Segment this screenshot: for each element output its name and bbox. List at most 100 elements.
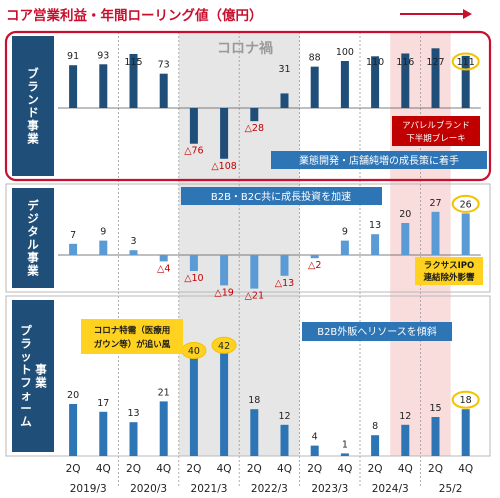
panel-title-char: 事 [27,118,39,132]
bar [69,243,78,255]
value-label: 12 [399,411,411,422]
bar [220,108,229,159]
panel-label-band [12,188,54,288]
value-label: 26 [460,199,472,210]
panel-title-char: ド [27,105,39,119]
bar [189,352,198,456]
x-tick-label: 4Q [217,463,232,475]
panel-title-char: ト [20,362,32,376]
bar [340,240,349,255]
bar [99,64,108,108]
value-label: 27 [429,198,441,209]
bar [431,417,440,456]
panel-title-char: ジ [27,211,39,225]
bar [310,255,319,259]
value-label: 88 [309,53,321,64]
platform-banner-box [302,322,452,341]
x-tick-label: 2Q [307,463,322,475]
highlight-ring [211,336,237,354]
x-year-label: 2024/3 [372,483,409,495]
value-label: △19 [214,287,233,298]
panel-title-char: 業 [26,263,39,277]
value-label: 12 [278,411,290,422]
bar [129,422,138,456]
bar [159,73,168,108]
x-tick-label: 4Q [277,463,292,475]
panel-label-band [12,300,54,452]
panel-title-char: フ [20,375,32,389]
platform-callout-box [81,319,183,354]
bar [220,346,229,456]
bar [159,255,168,262]
x-year-label: 2020/3 [130,483,167,495]
value-label: 18 [248,395,260,406]
value-label: 116 [396,57,414,68]
panel-title-char: 事 [35,362,47,376]
bar [431,211,440,255]
bars [69,48,470,456]
value-label: 3 [130,236,136,247]
value-label: 15 [429,403,441,414]
value-label: 8 [372,421,378,432]
brand-callout-line1: アパレルブランド [402,120,470,131]
bar [461,409,470,456]
digital-banner-box [181,187,382,205]
panel-title-char: ブ [27,66,39,80]
value-label: 93 [97,50,109,61]
bar [250,255,259,289]
x-tick-label: 4Q [96,463,111,475]
platform-callout-line1: コロナ特需（医療用 [94,325,171,336]
x-year-label: 25/2 [439,483,463,495]
x-year-label: 2023/3 [311,483,348,495]
value-label: △2 [308,260,321,271]
bar [280,424,289,456]
bar [129,250,138,255]
value-label: △13 [275,278,294,289]
value-label: 40 [188,346,200,357]
x-tick-label: 4Q [398,463,413,475]
bar [280,93,289,108]
bar [189,255,198,271]
bar [340,453,349,456]
x-tick-label: 4Q [458,463,473,475]
bar [401,223,410,255]
bar [69,65,78,108]
value-label: 13 [369,220,381,231]
value-label: 18 [460,395,472,406]
value-label: △10 [184,273,203,284]
bar [310,66,319,108]
bar [371,56,380,108]
value-label: △28 [245,123,264,134]
platform-callout-line2: ガウン等）が追い風 [94,339,171,350]
bar [220,255,229,286]
value-label: 17 [97,398,109,409]
bar [461,213,470,255]
brand-banner-text: 業態開発・店舗純増の成長策に着手 [299,154,459,167]
highlight-ring [451,52,480,71]
panel-title-char: ラ [20,336,32,350]
x-tick-label: 2Q [126,463,141,475]
brand-banner-box [271,151,487,169]
bar [189,108,198,144]
panel-title-char: ム [20,414,32,428]
bar [371,234,380,255]
x-tick-label: 2Q [428,463,443,475]
value-label: △108 [211,161,236,172]
panel-label-band [12,36,54,176]
x-tick-label: 4Q [156,463,171,475]
value-label: 1 [342,439,348,450]
panel-title-char: タ [27,224,39,238]
x-tick-label: 2Q [66,463,81,475]
bar [461,55,470,108]
value-label: 111 [457,57,475,68]
x-tick-label: 2Q [247,463,262,475]
value-label: 110 [366,57,384,68]
platform-banner-text: B2B外販へリソースを傾斜 [317,325,437,338]
value-label: 115 [124,57,142,68]
bar [159,401,168,456]
value-label: 42 [218,341,230,352]
panel-title-char: ン [27,92,39,106]
